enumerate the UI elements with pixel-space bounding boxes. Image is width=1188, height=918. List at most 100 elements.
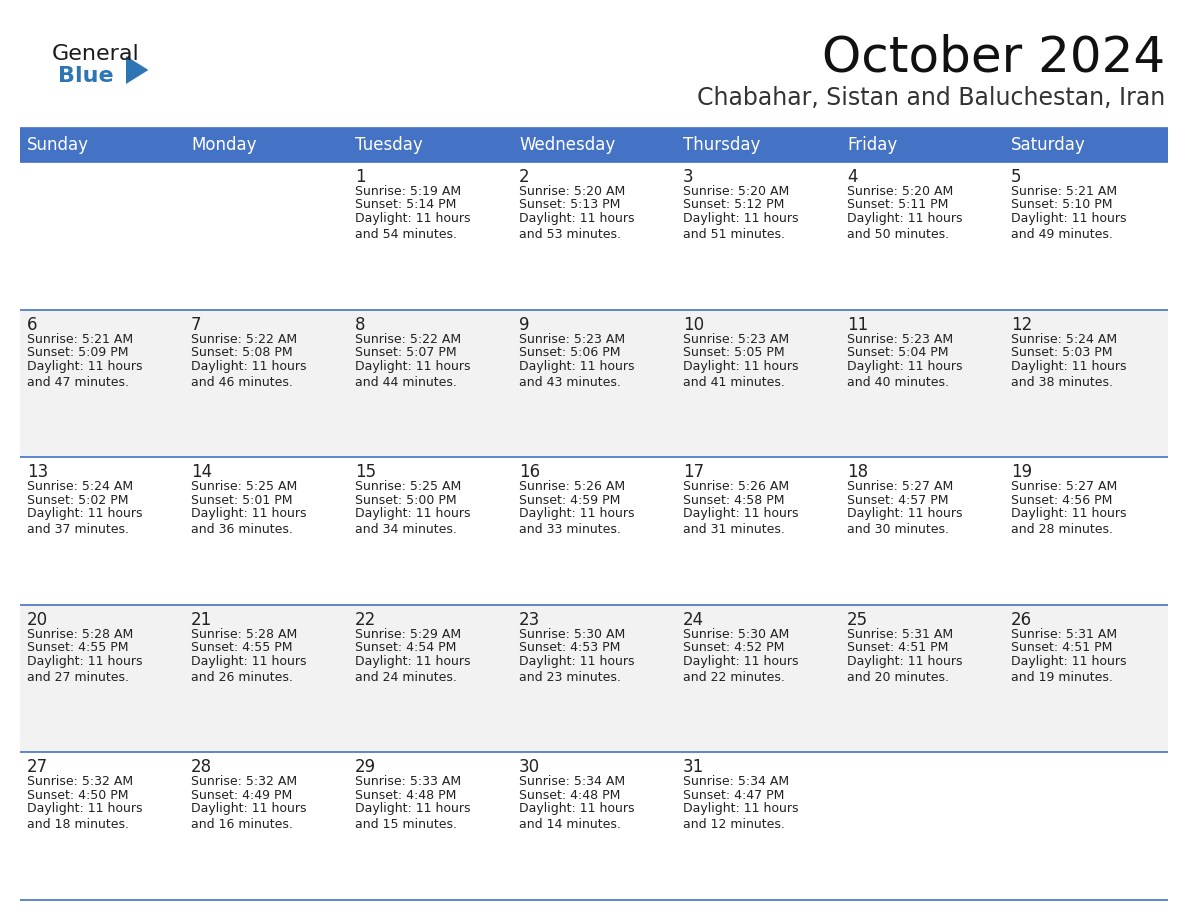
Text: Sunset: 4:51 PM: Sunset: 4:51 PM bbox=[1011, 642, 1112, 655]
Text: Daylight: 11 hours
and 33 minutes.: Daylight: 11 hours and 33 minutes. bbox=[519, 508, 634, 536]
Text: October 2024: October 2024 bbox=[822, 34, 1165, 82]
Text: Sunset: 5:10 PM: Sunset: 5:10 PM bbox=[1011, 198, 1112, 211]
Text: 30: 30 bbox=[519, 758, 541, 777]
Text: Daylight: 11 hours
and 46 minutes.: Daylight: 11 hours and 46 minutes. bbox=[191, 360, 307, 388]
Text: Daylight: 11 hours
and 30 minutes.: Daylight: 11 hours and 30 minutes. bbox=[847, 508, 962, 536]
Text: Daylight: 11 hours
and 23 minutes.: Daylight: 11 hours and 23 minutes. bbox=[519, 655, 634, 684]
Text: Sunset: 4:51 PM: Sunset: 4:51 PM bbox=[847, 642, 948, 655]
Text: 27: 27 bbox=[27, 758, 49, 777]
Text: 25: 25 bbox=[847, 610, 868, 629]
Text: Daylight: 11 hours
and 54 minutes.: Daylight: 11 hours and 54 minutes. bbox=[355, 212, 470, 241]
Bar bbox=[20, 605, 1168, 753]
Text: Sunrise: 5:21 AM: Sunrise: 5:21 AM bbox=[1011, 185, 1117, 198]
Text: Chabahar, Sistan and Baluchestan, Iran: Chabahar, Sistan and Baluchestan, Iran bbox=[696, 86, 1165, 110]
Text: Sunrise: 5:28 AM: Sunrise: 5:28 AM bbox=[27, 628, 133, 641]
Text: Sunset: 5:02 PM: Sunset: 5:02 PM bbox=[27, 494, 128, 507]
Text: Sunset: 4:59 PM: Sunset: 4:59 PM bbox=[519, 494, 620, 507]
Text: Sunset: 5:04 PM: Sunset: 5:04 PM bbox=[847, 346, 948, 359]
Text: Sunset: 4:48 PM: Sunset: 4:48 PM bbox=[355, 789, 456, 802]
Text: 3: 3 bbox=[683, 168, 694, 186]
Text: Daylight: 11 hours
and 22 minutes.: Daylight: 11 hours and 22 minutes. bbox=[683, 655, 798, 684]
Text: Daylight: 11 hours
and 43 minutes.: Daylight: 11 hours and 43 minutes. bbox=[519, 360, 634, 388]
Text: Sunrise: 5:20 AM: Sunrise: 5:20 AM bbox=[519, 185, 625, 198]
Text: Sunrise: 5:33 AM: Sunrise: 5:33 AM bbox=[355, 776, 461, 789]
Text: Sunrise: 5:28 AM: Sunrise: 5:28 AM bbox=[191, 628, 297, 641]
Text: Thursday: Thursday bbox=[683, 136, 760, 154]
Bar bbox=[20, 309, 1168, 457]
Text: Sunset: 4:58 PM: Sunset: 4:58 PM bbox=[683, 494, 784, 507]
Text: Daylight: 11 hours
and 51 minutes.: Daylight: 11 hours and 51 minutes. bbox=[683, 212, 798, 241]
Text: Sunset: 4:49 PM: Sunset: 4:49 PM bbox=[191, 789, 292, 802]
Text: 24: 24 bbox=[683, 610, 704, 629]
Text: Sunrise: 5:32 AM: Sunrise: 5:32 AM bbox=[191, 776, 297, 789]
Text: Sunrise: 5:24 AM: Sunrise: 5:24 AM bbox=[27, 480, 133, 493]
Text: Sunrise: 5:21 AM: Sunrise: 5:21 AM bbox=[27, 332, 133, 345]
Text: Sunset: 4:48 PM: Sunset: 4:48 PM bbox=[519, 789, 620, 802]
Text: Daylight: 11 hours
and 38 minutes.: Daylight: 11 hours and 38 minutes. bbox=[1011, 360, 1126, 388]
Text: Daylight: 11 hours
and 16 minutes.: Daylight: 11 hours and 16 minutes. bbox=[191, 802, 307, 832]
Text: Sunrise: 5:25 AM: Sunrise: 5:25 AM bbox=[355, 480, 461, 493]
Text: 19: 19 bbox=[1011, 464, 1032, 481]
Text: Daylight: 11 hours
and 27 minutes.: Daylight: 11 hours and 27 minutes. bbox=[27, 655, 143, 684]
Text: Sunset: 4:52 PM: Sunset: 4:52 PM bbox=[683, 642, 784, 655]
Text: 31: 31 bbox=[683, 758, 704, 777]
Text: Sunset: 4:55 PM: Sunset: 4:55 PM bbox=[27, 642, 128, 655]
Text: Sunset: 4:55 PM: Sunset: 4:55 PM bbox=[191, 642, 292, 655]
Bar bbox=[20, 457, 1168, 605]
Text: General: General bbox=[52, 44, 140, 64]
Text: Sunset: 4:56 PM: Sunset: 4:56 PM bbox=[1011, 494, 1112, 507]
Text: Sunrise: 5:20 AM: Sunrise: 5:20 AM bbox=[683, 185, 789, 198]
Text: Sunset: 5:14 PM: Sunset: 5:14 PM bbox=[355, 198, 456, 211]
Text: Sunrise: 5:31 AM: Sunrise: 5:31 AM bbox=[1011, 628, 1117, 641]
Text: 8: 8 bbox=[355, 316, 366, 333]
Text: Daylight: 11 hours
and 37 minutes.: Daylight: 11 hours and 37 minutes. bbox=[27, 508, 143, 536]
Text: Sunrise: 5:22 AM: Sunrise: 5:22 AM bbox=[355, 332, 461, 345]
Text: Sunrise: 5:24 AM: Sunrise: 5:24 AM bbox=[1011, 332, 1117, 345]
Text: 21: 21 bbox=[191, 610, 213, 629]
Text: Sunset: 5:07 PM: Sunset: 5:07 PM bbox=[355, 346, 456, 359]
Text: Daylight: 11 hours
and 34 minutes.: Daylight: 11 hours and 34 minutes. bbox=[355, 508, 470, 536]
Text: Daylight: 11 hours
and 28 minutes.: Daylight: 11 hours and 28 minutes. bbox=[1011, 508, 1126, 536]
Text: 9: 9 bbox=[519, 316, 530, 333]
Text: Sunrise: 5:27 AM: Sunrise: 5:27 AM bbox=[1011, 480, 1117, 493]
Text: Sunset: 4:53 PM: Sunset: 4:53 PM bbox=[519, 642, 620, 655]
Text: Sunrise: 5:34 AM: Sunrise: 5:34 AM bbox=[683, 776, 789, 789]
Text: Sunset: 4:54 PM: Sunset: 4:54 PM bbox=[355, 642, 456, 655]
Text: Sunrise: 5:26 AM: Sunrise: 5:26 AM bbox=[519, 480, 625, 493]
Text: 17: 17 bbox=[683, 464, 704, 481]
Text: 22: 22 bbox=[355, 610, 377, 629]
Text: Sunset: 4:57 PM: Sunset: 4:57 PM bbox=[847, 494, 948, 507]
Text: Sunrise: 5:22 AM: Sunrise: 5:22 AM bbox=[191, 332, 297, 345]
Text: Daylight: 11 hours
and 40 minutes.: Daylight: 11 hours and 40 minutes. bbox=[847, 360, 962, 388]
Text: 2: 2 bbox=[519, 168, 530, 186]
Text: Sunset: 5:11 PM: Sunset: 5:11 PM bbox=[847, 198, 948, 211]
Text: Daylight: 11 hours
and 53 minutes.: Daylight: 11 hours and 53 minutes. bbox=[519, 212, 634, 241]
Polygon shape bbox=[126, 56, 148, 84]
Text: Sunset: 5:00 PM: Sunset: 5:00 PM bbox=[355, 494, 456, 507]
Text: 12: 12 bbox=[1011, 316, 1032, 333]
Text: Daylight: 11 hours
and 26 minutes.: Daylight: 11 hours and 26 minutes. bbox=[191, 655, 307, 684]
Text: 5: 5 bbox=[1011, 168, 1022, 186]
Text: 18: 18 bbox=[847, 464, 868, 481]
Text: 4: 4 bbox=[847, 168, 858, 186]
Text: Sunset: 5:01 PM: Sunset: 5:01 PM bbox=[191, 494, 292, 507]
Text: Sunrise: 5:31 AM: Sunrise: 5:31 AM bbox=[847, 628, 953, 641]
Text: Sunset: 5:06 PM: Sunset: 5:06 PM bbox=[519, 346, 620, 359]
Bar bbox=[20, 753, 1168, 900]
Text: Daylight: 11 hours
and 12 minutes.: Daylight: 11 hours and 12 minutes. bbox=[683, 802, 798, 832]
Text: Sunday: Sunday bbox=[27, 136, 89, 154]
Text: 6: 6 bbox=[27, 316, 38, 333]
Text: Sunrise: 5:23 AM: Sunrise: 5:23 AM bbox=[519, 332, 625, 345]
Text: 15: 15 bbox=[355, 464, 377, 481]
Text: 16: 16 bbox=[519, 464, 541, 481]
Text: Sunrise: 5:26 AM: Sunrise: 5:26 AM bbox=[683, 480, 789, 493]
Text: Saturday: Saturday bbox=[1011, 136, 1086, 154]
Text: Daylight: 11 hours
and 47 minutes.: Daylight: 11 hours and 47 minutes. bbox=[27, 360, 143, 388]
Text: Sunrise: 5:30 AM: Sunrise: 5:30 AM bbox=[519, 628, 625, 641]
Text: Daylight: 11 hours
and 14 minutes.: Daylight: 11 hours and 14 minutes. bbox=[519, 802, 634, 832]
Text: 13: 13 bbox=[27, 464, 49, 481]
Text: Monday: Monday bbox=[191, 136, 257, 154]
Text: Daylight: 11 hours
and 18 minutes.: Daylight: 11 hours and 18 minutes. bbox=[27, 802, 143, 832]
Text: Sunset: 5:05 PM: Sunset: 5:05 PM bbox=[683, 346, 784, 359]
Text: 29: 29 bbox=[355, 758, 377, 777]
